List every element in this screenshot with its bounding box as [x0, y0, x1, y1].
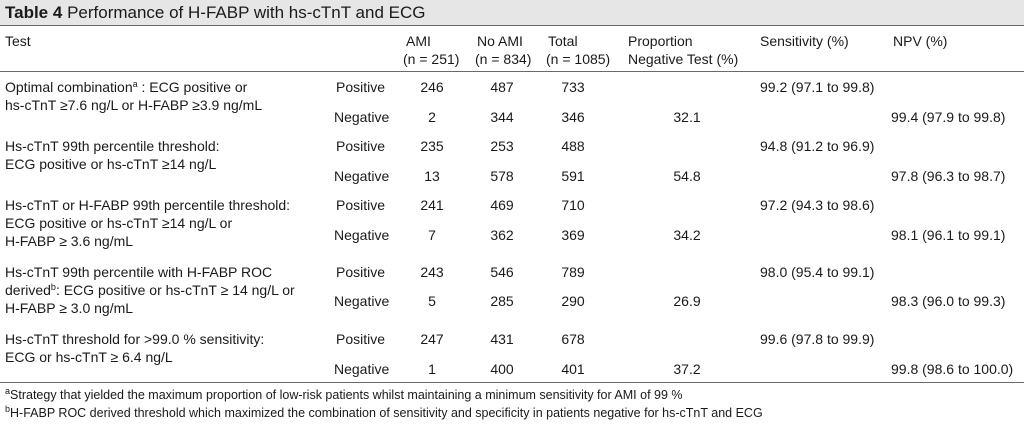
cell-total: 733 — [561, 79, 585, 95]
row-label: Negative — [334, 168, 390, 184]
test-description-line: derivedb: ECG positive or hs-cTnT ≥ 14 n… — [5, 282, 295, 298]
cell-noami: 546 — [490, 264, 514, 280]
cell-total: 591 — [561, 168, 585, 184]
cell-noami: 285 — [490, 293, 514, 309]
cell-total: 678 — [561, 331, 585, 347]
test-description-line: ECG or hs-cTnT ≥ 6.4 ng/L — [5, 349, 173, 365]
row-label: Negative — [334, 293, 390, 309]
test-description: Hs-cTnT threshold for >99.0 % sensitivit… — [5, 331, 265, 347]
table-title: Table 4 Performance of H-FABP with hs-cT… — [5, 3, 425, 23]
header-total: Total — [548, 33, 578, 49]
cell-ami: 235 — [420, 138, 444, 154]
header-ami-n: (n = 251) — [403, 51, 460, 67]
cell-total: 369 — [561, 227, 585, 243]
cell-ami: 1 — [428, 361, 436, 377]
cell-total: 346 — [561, 109, 585, 125]
cell-npv: 98.3 (96.0 to 99.3) — [891, 293, 1006, 309]
header-total-n: (n = 1085) — [546, 51, 611, 67]
cell-proportion: 26.9 — [673, 293, 701, 309]
cell-proportion: 54.8 — [673, 168, 701, 184]
cell-noami: 469 — [490, 197, 514, 213]
title-bar: Table 4 Performance of H-FABP with hs-cT… — [0, 0, 1024, 25]
footnote-b: bH-FABP ROC derived threshold which maxi… — [5, 404, 763, 421]
row-label: Negative — [334, 361, 390, 377]
header-noami-n: (n = 834) — [475, 51, 532, 67]
table-label: Table 4 — [5, 3, 63, 22]
cell-npv: 99.4 (97.9 to 99.8) — [891, 109, 1006, 125]
cell-sensitivity: 99.6 (97.8 to 99.9) — [760, 331, 875, 347]
test-description-line: H-FABP ≥ 3.6 ng/mL — [5, 233, 134, 249]
cell-ami: 243 — [420, 264, 444, 280]
test-description-line: hs-cTnT ≥7.6 ng/L or H-FABP ≥3.9 ng/mL — [5, 97, 263, 113]
cell-proportion: 34.2 — [673, 227, 701, 243]
cell-ami: 241 — [420, 197, 444, 213]
test-description-line: ECG positive or hs-cTnT ≥14 ng/L — [5, 156, 217, 172]
header-ami: AMI — [406, 33, 431, 49]
cell-noami: 431 — [490, 331, 514, 347]
cell-noami: 487 — [490, 79, 514, 95]
test-description-line: H-FABP ≥ 3.0 ng/mL — [5, 300, 134, 316]
row-label: Negative — [334, 109, 390, 125]
row-label: Positive — [336, 331, 386, 347]
cell-total: 290 — [561, 293, 585, 309]
cell-sensitivity: 94.8 (91.2 to 96.9) — [760, 138, 875, 154]
cell-ami: 246 — [420, 79, 444, 95]
test-description: Hs-cTnT 99th percentile with H-FABP ROC — [5, 264, 273, 280]
cell-sensitivity: 97.2 (94.3 to 98.6) — [760, 197, 875, 213]
test-description: Hs-cTnT or H-FABP 99th percentile thresh… — [5, 197, 291, 213]
cell-proportion: 37.2 — [673, 361, 701, 377]
cell-noami: 578 — [490, 168, 514, 184]
cell-noami: 362 — [490, 227, 514, 243]
cell-ami: 247 — [420, 331, 444, 347]
test-description: Optimal combinationa : ECG positive or — [5, 79, 248, 95]
header-test: Test — [5, 33, 31, 49]
cell-sensitivity: 99.2 (97.1 to 99.8) — [760, 79, 875, 95]
cell-ami: 7 — [428, 227, 436, 243]
row-label: Positive — [336, 138, 386, 154]
rule-top — [0, 25, 1024, 26]
cell-npv: 98.1 (96.1 to 99.1) — [891, 227, 1006, 243]
rule-bottom — [0, 382, 1024, 383]
cell-npv: 97.8 (96.3 to 98.7) — [891, 168, 1006, 184]
test-description: Hs-cTnT 99th percentile threshold: — [5, 138, 220, 154]
footnote-mark: a — [132, 79, 138, 89]
row-label: Negative — [334, 227, 390, 243]
cell-noami: 400 — [490, 361, 514, 377]
header-npv: NPV (%) — [893, 33, 948, 49]
cell-noami: 253 — [490, 138, 514, 154]
cell-total: 488 — [561, 138, 585, 154]
cell-total: 710 — [561, 197, 585, 213]
rule-header — [0, 71, 1024, 72]
cell-total: 401 — [561, 361, 585, 377]
header-noami: No AMI — [477, 33, 523, 49]
test-description-line: ECG positive or hs-cTnT ≥14 ng/L or — [5, 215, 233, 231]
cell-ami: 13 — [424, 168, 440, 184]
cell-total: 789 — [561, 264, 585, 280]
cell-noami: 344 — [490, 109, 514, 125]
header-negative-test: Negative Test (%) — [628, 51, 739, 67]
header-sensitivity: Sensitivity (%) — [760, 33, 849, 49]
footnote-mark: b — [50, 282, 56, 292]
cell-proportion: 32.1 — [673, 109, 701, 125]
cell-ami: 5 — [428, 293, 436, 309]
cell-npv: 99.8 (98.6 to 100.0) — [891, 361, 1014, 377]
row-label: Positive — [336, 264, 386, 280]
header-proportion: Proportion — [628, 33, 693, 49]
cell-ami: 2 — [428, 109, 436, 125]
row-label: Positive — [336, 79, 386, 95]
row-label: Positive — [336, 197, 386, 213]
cell-sensitivity: 98.0 (95.4 to 99.1) — [760, 264, 875, 280]
table-caption: Performance of H-FABP with hs-cTnT and E… — [67, 3, 426, 22]
footnote-a: aStrategy that yielded the maximum propo… — [5, 386, 683, 403]
